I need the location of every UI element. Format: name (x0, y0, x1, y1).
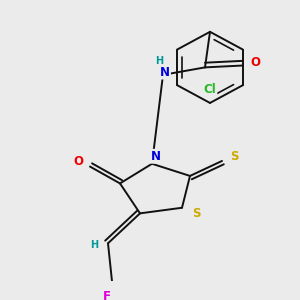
Text: N: N (151, 150, 161, 163)
Text: O: O (73, 155, 83, 168)
Text: S: S (230, 150, 238, 163)
Text: N: N (160, 66, 170, 79)
Text: Cl: Cl (204, 83, 216, 96)
Text: H: H (90, 240, 98, 250)
Text: S: S (192, 207, 200, 220)
Text: O: O (250, 56, 260, 69)
Text: H: H (155, 56, 163, 66)
Text: F: F (102, 290, 110, 300)
